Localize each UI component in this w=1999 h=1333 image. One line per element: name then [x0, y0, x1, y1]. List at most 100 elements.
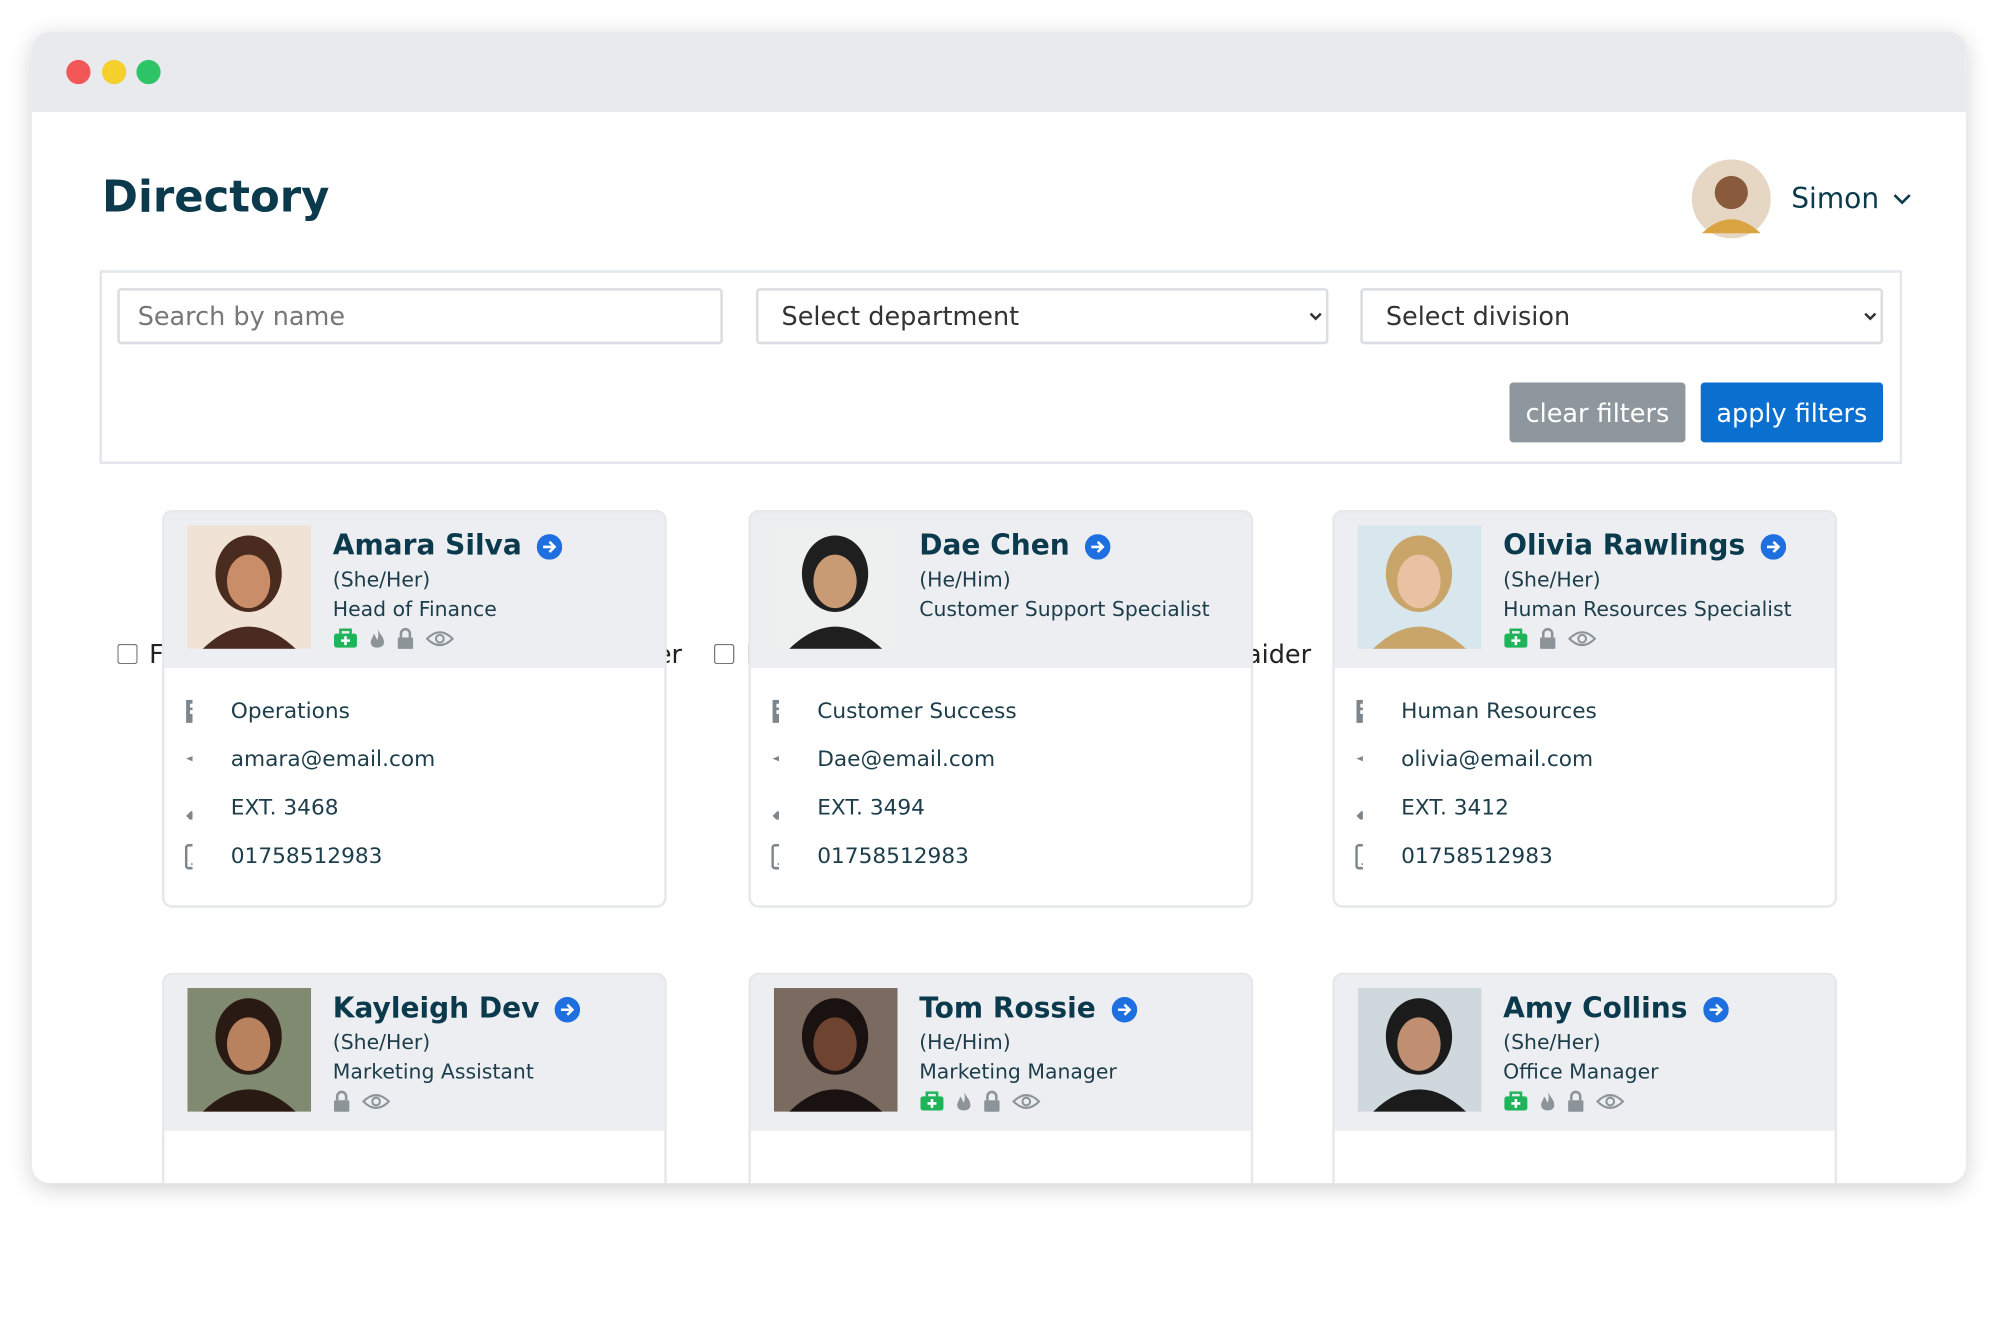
department-icon — [1355, 699, 1383, 724]
checkbox[interactable] — [713, 643, 735, 665]
person-name: Kayleigh Dev — [332, 993, 540, 1026]
ext-icon — [185, 796, 213, 821]
job-title: Human Resources Specialist — [1503, 596, 1792, 621]
badge-eye — [1011, 1091, 1042, 1111]
person-name-row: Kayleigh Dev — [333, 993, 581, 1025]
mobile-text: 01758512983 — [230, 843, 383, 870]
email-icon — [771, 747, 799, 772]
profile-link[interactable] — [1760, 533, 1786, 560]
badge-icons — [1503, 627, 1597, 650]
user-avatar — [1691, 159, 1771, 239]
clear-filters-button[interactable]: clear filters — [1509, 382, 1686, 443]
minimize-dot — [101, 59, 127, 85]
search-input[interactable] — [117, 288, 723, 345]
card-header: Amara Silva (She/Her) Head of Finance — [164, 512, 665, 669]
division-select[interactable]: Select division — [1360, 288, 1884, 345]
detail-ext: EXT. 3494 — [771, 796, 925, 821]
badge-fire — [1539, 1090, 1557, 1113]
person-card: Dae Chen (He/Him) Customer Support Special… — [748, 509, 1254, 908]
detail-department: Operations — [185, 699, 350, 724]
card-header: Kayleigh Dev (She/Her) Marketing Assistant — [164, 975, 665, 1131]
close-dot — [66, 59, 91, 85]
detail-ext: EXT. 3412 — [1355, 796, 1509, 821]
pronouns: (She/Her) — [332, 567, 431, 592]
person-card: Olivia Rawlings (She/Her) Human Resources … — [1332, 509, 1838, 908]
profile-photo — [1357, 988, 1482, 1112]
profile-link[interactable] — [1111, 996, 1137, 1022]
person-card: Amy Collins (She/Her) Office Manager — [1332, 972, 1838, 1184]
email-text: amara@email.com — [230, 747, 436, 773]
browser-window: Directory Simon Select department Select… — [31, 31, 1966, 1184]
card-header: Olivia Rawlings (She/Her) Human Resources … — [1334, 512, 1835, 669]
pronouns: (She/Her) — [1503, 1030, 1601, 1055]
profile-link[interactable] — [1702, 996, 1729, 1022]
badge-kit — [333, 628, 358, 649]
detail-email: olivia@email.com — [1355, 747, 1593, 773]
email-text: Dae@email.com — [817, 747, 996, 773]
badge-lock — [983, 1090, 1001, 1113]
mobile-text: 01758512983 — [817, 843, 969, 870]
person-card: Tom Rossie (He/Him) Marketing Manager — [748, 972, 1254, 1184]
badge-kit — [919, 1091, 944, 1111]
pronouns: (She/Her) — [1503, 567, 1601, 592]
badge-icons — [1503, 1090, 1625, 1113]
pronouns: (She/Her) — [332, 1030, 431, 1055]
job-title: Marketing Assistant — [332, 1059, 534, 1084]
person-name: Amara Silva — [332, 530, 522, 563]
card-header: Tom Rossie (He/Him) Marketing Manager — [750, 975, 1251, 1131]
person-name-row: Amy Collins — [1503, 993, 1729, 1025]
person-name-row: Amara Silva — [333, 530, 563, 562]
profile-photo — [187, 988, 312, 1112]
profile-link[interactable] — [537, 533, 563, 560]
detail-ext: EXT. 3468 — [185, 796, 339, 821]
detail-email: amara@email.com — [185, 747, 436, 773]
person-name-row: Olivia Rawlings — [1503, 530, 1786, 562]
badge-lock — [1539, 627, 1557, 650]
profile-link[interactable] — [1085, 533, 1111, 560]
job-title: Customer Support Specialist — [919, 596, 1210, 621]
ext-text: EXT. 3412 — [1401, 795, 1509, 822]
profile-photo — [773, 988, 898, 1112]
detail-department: Customer Success — [771, 699, 1017, 724]
email-icon — [185, 747, 213, 772]
badge-fire — [368, 627, 386, 650]
ext-icon — [1355, 796, 1383, 821]
user-menu[interactable]: Simon — [1691, 159, 1912, 239]
profile-photo — [187, 525, 312, 649]
mobile-icon — [1355, 843, 1383, 870]
department-icon — [185, 699, 213, 724]
badge-icons — [919, 1090, 1041, 1113]
ext-text: EXT. 3494 — [817, 795, 925, 822]
badge-lock — [333, 1090, 351, 1113]
profile-photo — [773, 525, 898, 649]
badge-fire — [955, 1090, 973, 1113]
detail-email: Dae@email.com — [771, 747, 996, 773]
job-title: Head of Finance — [332, 596, 497, 621]
apply-filters-button[interactable]: apply filters — [1700, 382, 1884, 443]
badge-lock — [396, 627, 414, 650]
badge-lock — [1567, 1090, 1585, 1113]
detail-mobile: 01758512983 — [771, 844, 969, 869]
department-select[interactable]: Select department — [756, 288, 1329, 345]
mobile-icon — [184, 843, 213, 870]
user-name: Simon — [1791, 182, 1880, 215]
checkbox[interactable] — [117, 643, 138, 665]
profile-link[interactable] — [554, 996, 581, 1022]
detail-department: Human Resources — [1355, 699, 1597, 724]
badge-eye — [1595, 1091, 1626, 1111]
ext-icon — [771, 796, 799, 821]
detail-mobile: 01758512983 — [184, 843, 383, 870]
email-icon — [1355, 747, 1383, 772]
pronouns: (He/Him) — [919, 1030, 1011, 1055]
badge-icons — [333, 1090, 392, 1113]
person-name: Tom Rossie — [919, 993, 1096, 1026]
badge-kit — [1503, 1091, 1528, 1111]
department-text: Human Resources — [1401, 698, 1597, 725]
job-title: Marketing Manager — [919, 1059, 1117, 1084]
page-title: Directory — [101, 172, 330, 224]
person-name-row: Dae Chen — [919, 530, 1111, 562]
person-name-row: Tom Rossie — [919, 993, 1137, 1026]
badge-eye — [425, 629, 456, 649]
pronouns: (He/Him) — [919, 567, 1011, 592]
